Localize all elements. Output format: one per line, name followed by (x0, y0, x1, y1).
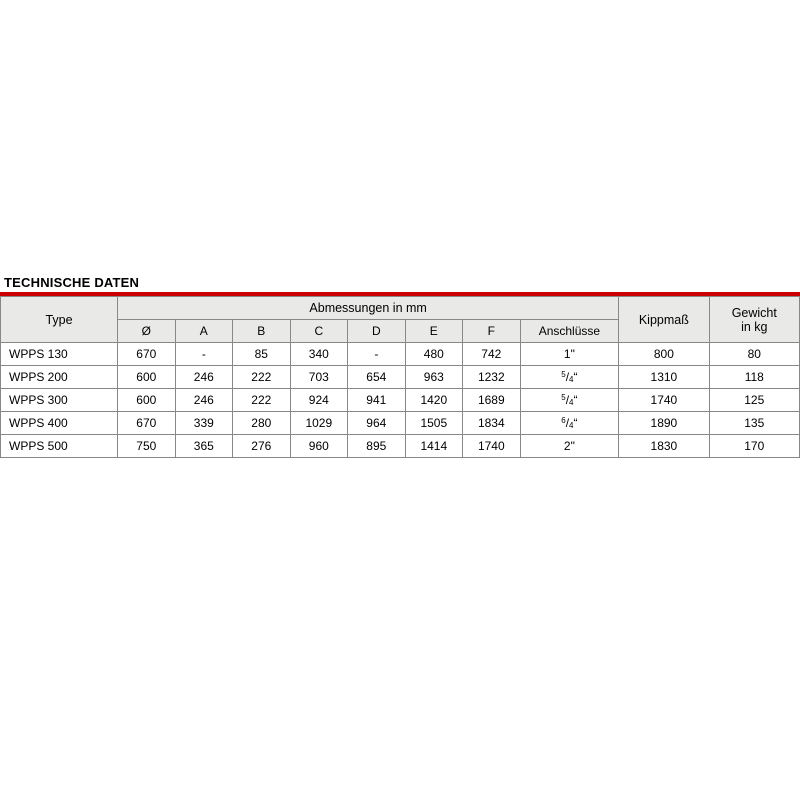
table-row: WPPS 20060024622270365496312325/4“131011… (1, 366, 800, 389)
cell-E: 1505 (405, 412, 463, 435)
cell-C: 340 (290, 343, 348, 366)
cell-B: 276 (233, 435, 291, 458)
cell-B: 222 (233, 389, 291, 412)
cell-C: 924 (290, 389, 348, 412)
cell-anschluesse: 2" (520, 435, 619, 458)
table-row: WPPS 300600246222924941142016895/4“17401… (1, 389, 800, 412)
cell-kippmass: 800 (619, 343, 709, 366)
gewicht-l1: Gewicht (732, 306, 777, 320)
cell-B: 280 (233, 412, 291, 435)
cell-B: 85 (233, 343, 291, 366)
spec-table: Type Abmessungen in mm Kippmaß Gewicht i… (0, 296, 800, 458)
cell-kippmass: 1890 (619, 412, 709, 435)
table-row: WPPS 4006703392801029964150518346/4“1890… (1, 412, 800, 435)
cell-F: 1740 (463, 435, 521, 458)
col-group-dimensions: Abmessungen in mm (118, 297, 619, 320)
cell-anschluesse: 1" (520, 343, 619, 366)
table-body: WPPS 130670-85340-4807421"80080WPPS 2006… (1, 343, 800, 458)
cell-dia: 670 (118, 343, 176, 366)
cell-E: 1414 (405, 435, 463, 458)
cell-dia: 670 (118, 412, 176, 435)
col-type: Type (1, 297, 118, 343)
col-B: B (233, 320, 291, 343)
col-D: D (348, 320, 406, 343)
cell-D: 895 (348, 435, 406, 458)
section-title: TECHNISCHE DATEN (0, 275, 800, 290)
cell-A: 339 (175, 412, 233, 435)
cell-D: 964 (348, 412, 406, 435)
cell-anschluesse: 6/4“ (520, 412, 619, 435)
col-E: E (405, 320, 463, 343)
header-row-1: Type Abmessungen in mm Kippmaß Gewicht i… (1, 297, 800, 320)
table-row: WPPS 130670-85340-4807421"80080 (1, 343, 800, 366)
gewicht-l2: in kg (741, 320, 767, 334)
cell-gewicht: 135 (709, 412, 799, 435)
cell-A: 246 (175, 389, 233, 412)
cell-E: 1420 (405, 389, 463, 412)
col-gewicht: Gewicht in kg (709, 297, 799, 343)
cell-D: 941 (348, 389, 406, 412)
cell-type: WPPS 400 (1, 412, 118, 435)
cell-kippmass: 1740 (619, 389, 709, 412)
cell-A: 365 (175, 435, 233, 458)
cell-A: 246 (175, 366, 233, 389)
cell-type: WPPS 130 (1, 343, 118, 366)
cell-type: WPPS 500 (1, 435, 118, 458)
col-kippmass: Kippmaß (619, 297, 709, 343)
cell-F: 1689 (463, 389, 521, 412)
col-anschluesse: Anschlüsse (520, 320, 619, 343)
col-F: F (463, 320, 521, 343)
cell-type: WPPS 300 (1, 389, 118, 412)
cell-F: 1834 (463, 412, 521, 435)
cell-F: 1232 (463, 366, 521, 389)
cell-type: WPPS 200 (1, 366, 118, 389)
col-A: A (175, 320, 233, 343)
cell-gewicht: 125 (709, 389, 799, 412)
cell-C: 1029 (290, 412, 348, 435)
cell-gewicht: 118 (709, 366, 799, 389)
cell-dia: 600 (118, 389, 176, 412)
cell-D: - (348, 343, 406, 366)
cell-kippmass: 1310 (619, 366, 709, 389)
cell-A: - (175, 343, 233, 366)
cell-E: 480 (405, 343, 463, 366)
cell-kippmass: 1830 (619, 435, 709, 458)
cell-dia: 750 (118, 435, 176, 458)
cell-gewicht: 80 (709, 343, 799, 366)
cell-anschluesse: 5/4“ (520, 389, 619, 412)
cell-gewicht: 170 (709, 435, 799, 458)
cell-B: 222 (233, 366, 291, 389)
cell-anschluesse: 5/4“ (520, 366, 619, 389)
cell-C: 703 (290, 366, 348, 389)
table-row: WPPS 500750365276960895141417402"1830170 (1, 435, 800, 458)
cell-F: 742 (463, 343, 521, 366)
table-head: Type Abmessungen in mm Kippmaß Gewicht i… (1, 297, 800, 343)
table-section: TECHNISCHE DATEN Type Abmessungen in mm … (0, 275, 800, 458)
page: TECHNISCHE DATEN Type Abmessungen in mm … (0, 0, 800, 800)
col-C: C (290, 320, 348, 343)
cell-C: 960 (290, 435, 348, 458)
col-dia: Ø (118, 320, 176, 343)
cell-dia: 600 (118, 366, 176, 389)
cell-E: 963 (405, 366, 463, 389)
cell-D: 654 (348, 366, 406, 389)
